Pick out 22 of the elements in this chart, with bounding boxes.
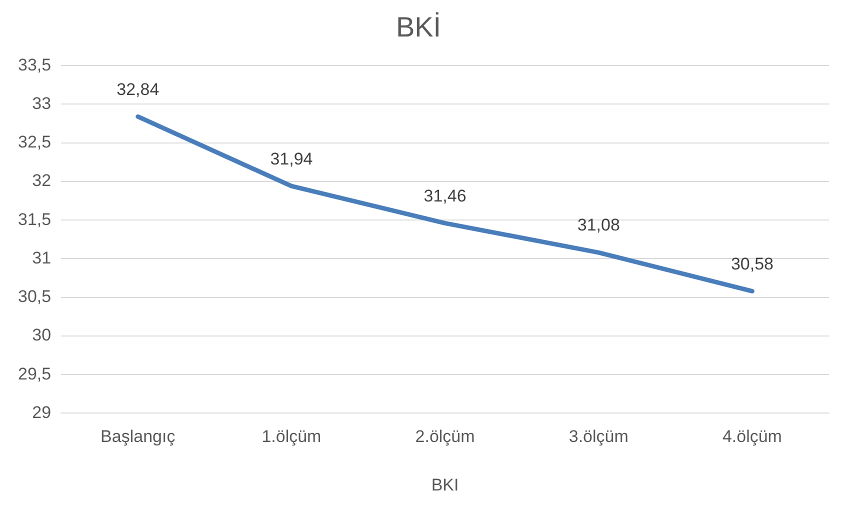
x-tick-label: 2.ölçüm xyxy=(415,427,475,446)
x-tick-label: 3.ölçüm xyxy=(568,427,628,446)
chart-title: BKİ xyxy=(396,12,442,43)
x-tick-label: 4.ölçüm xyxy=(722,427,782,446)
y-tick-label: 30 xyxy=(32,326,52,345)
data-label: 31,08 xyxy=(577,216,620,235)
data-label: 32,84 xyxy=(116,80,160,99)
y-tick-label: 29,5 xyxy=(18,364,52,384)
x-tick-label: Başlangıç xyxy=(100,427,176,446)
y-tick-label: 31,5 xyxy=(18,210,52,229)
y-tick-label: 32,5 xyxy=(18,132,52,152)
x-axis-title: BKI xyxy=(431,475,459,494)
y-tick-label: 31 xyxy=(32,248,52,268)
y-tick-label: 30,5 xyxy=(18,287,52,306)
data-label: 30,58 xyxy=(730,254,774,274)
data-label: 31,94 xyxy=(270,149,313,168)
y-tick-label: 32 xyxy=(32,171,52,190)
y-tick-label: 33 xyxy=(32,94,52,113)
data-label: 31,46 xyxy=(424,186,466,206)
y-tick-label: 29 xyxy=(32,402,52,422)
y-tick-label: 33,5 xyxy=(18,55,52,74)
x-tick-label: 1.ölçüm xyxy=(262,427,322,446)
